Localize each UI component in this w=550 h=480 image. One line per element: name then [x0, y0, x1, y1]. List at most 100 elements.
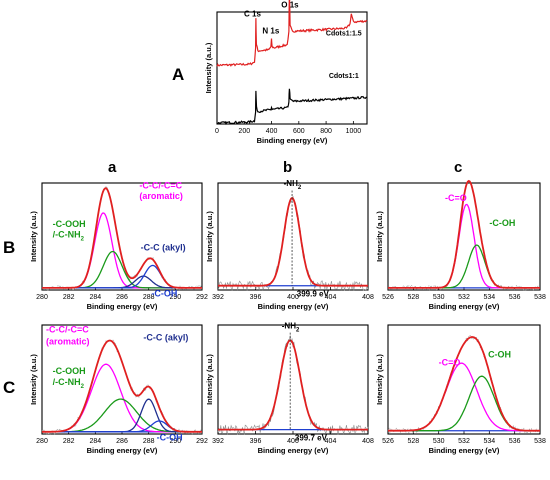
- x-axis-label: Binding energy (eV): [429, 302, 500, 311]
- x-tick-label: 282: [63, 438, 75, 445]
- x-axis-label: Binding energy (eV): [87, 302, 158, 311]
- peak-annotation: -C-OH: [151, 288, 177, 298]
- fit-envelope-line: [218, 196, 368, 287]
- x-tick-label: 532: [458, 294, 470, 301]
- raw-data-line: [217, 335, 369, 436]
- peak-annotation: -C-OOH: [53, 219, 86, 229]
- fit-envelope-line: [388, 336, 540, 432]
- survey-spectrum-chart: 0 200 400 600 800 1000 Binding energy (eV) Inte…: [204, 0, 368, 145]
- c1s-spectrum-row-c: 280 282 284 286 288 290 292 Binding energy (eV)…: [29, 324, 208, 455]
- x-tick-label: 408: [362, 294, 374, 301]
- peak-annotation: 399.7 eV: [295, 434, 328, 443]
- x-tick-label: 280: [36, 294, 48, 301]
- component-peak-line: [42, 398, 202, 433]
- survey-annotation: O 1s: [281, 1, 299, 10]
- peak-annotation: 399.9 eV: [297, 289, 330, 298]
- x-tick-label: 286: [116, 294, 128, 301]
- x-tick-label: 0: [215, 128, 219, 135]
- peak-annotation: C-OH: [488, 350, 511, 360]
- x-tick-label: 396: [250, 438, 262, 445]
- x-tick-label: 284: [89, 438, 101, 445]
- x-tick-label: 526: [382, 294, 394, 301]
- raw-data-line: [387, 335, 541, 434]
- y-axis-label: Intensity (a.u.): [29, 354, 38, 405]
- peak-annotation: -NH2: [284, 179, 302, 191]
- x-tick-label: 200: [238, 128, 250, 135]
- x-tick-label: 284: [89, 294, 101, 301]
- x-tick-label: 532: [458, 438, 470, 445]
- x-tick-label: 536: [509, 294, 521, 301]
- y-axis-label: Intensity (a.u.): [204, 42, 213, 93]
- column-letter-b: b: [283, 159, 292, 176]
- peak-annotation: -C-C (akyl): [143, 332, 188, 342]
- x-tick-label: 280: [36, 438, 48, 445]
- fit-envelope-line: [388, 179, 540, 289]
- x-tick-label: 538: [534, 438, 546, 445]
- x-tick-label: 528: [407, 438, 419, 445]
- raw-data-line: [41, 339, 203, 436]
- fit-envelope-line: [42, 339, 202, 433]
- x-tick-label: 1000: [346, 128, 362, 135]
- component-peak-line: [42, 398, 202, 433]
- x-tick-label: 392: [212, 294, 224, 301]
- x-tick-label: 396: [250, 294, 262, 301]
- x-tick-label: 536: [509, 438, 521, 445]
- o1s-spectrum-row-c: 526 528 530 532 534 536 538 Binding energy (eV)…: [375, 324, 546, 455]
- peak-annotation: -C=O: [439, 357, 461, 367]
- x-axis-label: Binding energy (eV): [87, 446, 158, 455]
- n1s-spectrum-row-b: 392 396 400 404 408 Binding energy (eV) Intens…: [205, 179, 374, 311]
- peak-annotation: -C-C/-C=C: [46, 325, 89, 335]
- y-axis-label: Intensity (a.u.): [205, 354, 214, 405]
- peak-annotation: (aromatic): [139, 191, 183, 201]
- panel-letter-A: A: [172, 65, 184, 84]
- x-tick-label: 292: [196, 294, 208, 301]
- column-letter-a: a: [108, 159, 117, 176]
- x-tick-label: 400: [266, 128, 278, 135]
- peak-annotation: -C-OH: [489, 218, 515, 228]
- x-tick-label: 408: [362, 438, 374, 445]
- survey-annotation: C 1s: [244, 9, 261, 18]
- peak-annotation: -C=O: [445, 193, 467, 203]
- column-letter-c: c: [454, 159, 462, 176]
- peak-annotation: (aromatic): [46, 337, 90, 347]
- survey-annotation: Cdots1:1: [329, 73, 359, 80]
- plot-frame: [387, 324, 541, 435]
- x-tick-label: 392: [212, 438, 224, 445]
- x-axis-label: Binding energy (eV): [257, 136, 328, 145]
- peak-annotation: -C-C (akyl): [141, 242, 186, 252]
- y-axis-label: Intensity (a.u.): [29, 211, 38, 262]
- o1s-spectrum-row-b: 526 528 530 532 534 536 538 Binding energy (eV)…: [375, 179, 546, 311]
- component-peak-line: [388, 362, 540, 432]
- x-tick-label: 530: [433, 294, 445, 301]
- x-tick-label: 290: [169, 294, 181, 301]
- peak-annotation: /-C-NH2: [53, 377, 85, 390]
- x-tick-label: 288: [143, 294, 155, 301]
- survey-annotation: N 1s: [262, 26, 279, 35]
- x-tick-label: 528: [407, 294, 419, 301]
- x-tick-label: 400: [287, 294, 299, 301]
- component-peak-line: [388, 375, 540, 432]
- x-tick-label: 600: [293, 128, 305, 135]
- x-tick-label: 800: [320, 128, 332, 135]
- x-tick-label: 530: [433, 438, 445, 445]
- x-tick-label: 404: [325, 438, 337, 445]
- survey-series-line: [216, 88, 368, 126]
- x-tick-label: 534: [483, 438, 495, 445]
- x-axis-label: Binding energy (eV): [258, 302, 329, 311]
- fit-envelope-line: [218, 339, 368, 431]
- peak-annotation: /-C-NH2: [53, 230, 85, 243]
- x-tick-label: 534: [483, 294, 495, 301]
- peak-annotation: -NH2: [282, 321, 300, 333]
- x-axis-label: Binding energy (eV): [429, 446, 500, 455]
- x-axis-label: Binding energy (eV): [258, 446, 329, 455]
- component-peak-line: [42, 275, 202, 289]
- survey-series-line: [216, 0, 368, 67]
- plot-frame: [216, 11, 368, 125]
- component-peak-line: [42, 264, 202, 289]
- y-axis-label: Intensity (a.u.): [375, 211, 384, 262]
- plot-frame: [217, 324, 369, 435]
- peak-annotation: -C-OOH: [53, 366, 86, 376]
- x-tick-label: 282: [63, 294, 75, 301]
- x-tick-label: 526: [382, 438, 394, 445]
